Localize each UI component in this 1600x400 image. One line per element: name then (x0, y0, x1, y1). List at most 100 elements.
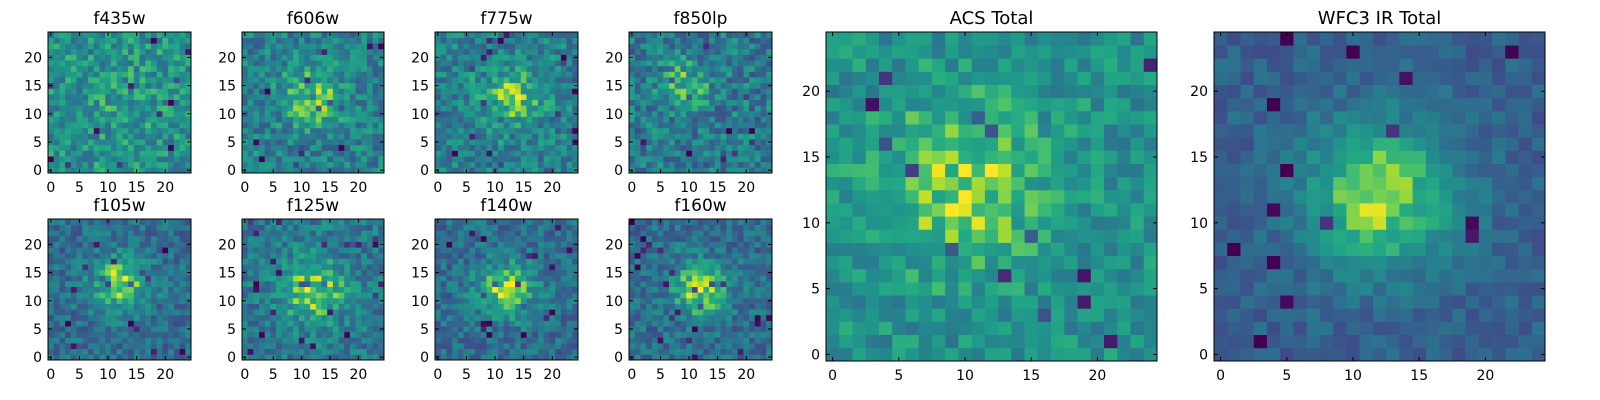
heatmap-cell (749, 122, 756, 129)
heatmap-cell (99, 82, 106, 89)
heatmap-cell (549, 127, 556, 134)
heatmap-cell (179, 65, 186, 72)
heatmap-cell (105, 337, 112, 344)
heatmap-cell (168, 314, 175, 321)
heatmap-cell (133, 77, 140, 84)
heatmap-cell (497, 337, 504, 344)
heatmap-cell (65, 54, 72, 61)
heatmap-cell (435, 122, 442, 129)
heatmap-cell (457, 303, 464, 310)
heatmap-cell (663, 77, 670, 84)
heatmap-cell (737, 71, 744, 78)
heatmap-cell (264, 161, 271, 168)
heatmap-cell (253, 230, 260, 237)
heatmap-cell (315, 71, 322, 78)
heatmap-cell (59, 156, 66, 163)
heatmap-cell (634, 326, 641, 333)
heatmap-cell (697, 297, 704, 304)
heatmap-cell (355, 161, 362, 168)
heatmap-cell (515, 65, 522, 72)
heatmap-cell (59, 320, 66, 327)
heatmap-cell (743, 71, 750, 78)
heatmap-cell (651, 161, 658, 168)
heatmap-cell (555, 354, 562, 361)
heatmap-cell (116, 94, 123, 101)
heatmap-cell (749, 303, 756, 310)
heatmap-cell (344, 94, 351, 101)
heatmap-cell (452, 71, 459, 78)
heatmap-cell (372, 247, 379, 254)
heatmap-cell (315, 241, 322, 248)
heatmap-cell (743, 144, 750, 151)
heatmap-cell (497, 219, 504, 225)
heatmap-cell (349, 275, 356, 282)
heatmap-cell (293, 281, 300, 288)
heatmap-cell (344, 354, 351, 361)
heatmap-cell (555, 54, 562, 61)
heatmap-cell (646, 309, 653, 316)
heatmap-cell (281, 110, 288, 117)
heatmap-cell (128, 314, 135, 321)
heatmap-cell (555, 43, 562, 50)
heatmap-cell (726, 156, 733, 163)
heatmap-cell (253, 110, 260, 117)
heatmap-cell (65, 122, 72, 129)
heatmap-cell (65, 247, 72, 254)
heatmap-cell (366, 43, 373, 50)
heatmap-cell (315, 77, 322, 84)
heatmap-cell (492, 241, 499, 248)
y-tick-label: 10 (24, 107, 42, 123)
heatmap-cell (714, 105, 721, 112)
heatmap-cell (691, 286, 698, 293)
heatmap-cell (657, 292, 664, 299)
heatmap-cell (116, 230, 123, 237)
heatmap-cell (332, 343, 339, 350)
heatmap-cell (270, 94, 277, 101)
heatmap-cell (59, 150, 66, 157)
heatmap-cell (754, 281, 761, 288)
heatmap-cell (338, 116, 345, 123)
heatmap-cell (247, 252, 254, 259)
heatmap-cell (76, 275, 83, 282)
heatmap-cell (53, 88, 60, 95)
heatmap-cell (247, 241, 254, 248)
heatmap-cell (355, 258, 362, 265)
heatmap-cell (247, 281, 254, 288)
heatmap-cell (355, 297, 362, 304)
heatmap-cell (737, 82, 744, 89)
heatmap-cell (629, 331, 636, 338)
heatmap-cell (674, 297, 681, 304)
heatmap-cell (99, 247, 106, 254)
heatmap-cell (315, 139, 322, 146)
heatmap-cell (566, 127, 573, 134)
heatmap-cell (651, 320, 658, 327)
heatmap-cell (298, 139, 305, 146)
heatmap-cell (754, 60, 761, 67)
heatmap-cell (315, 331, 322, 338)
heatmap-cell (59, 94, 66, 101)
heatmap-cell (133, 127, 140, 134)
heatmap-cell (293, 122, 300, 129)
heatmap-cell (110, 281, 117, 288)
heatmap-cell (526, 122, 533, 129)
heatmap-cell (156, 94, 163, 101)
heatmap-cell (457, 32, 464, 38)
heatmap-cell (162, 275, 169, 282)
heatmap-cell (162, 230, 169, 237)
heatmap-cell (88, 286, 95, 293)
heatmap-cell (179, 150, 186, 157)
heatmap-cell (760, 48, 767, 55)
heatmap-cell (156, 241, 163, 248)
heatmap-cell (515, 105, 522, 112)
heatmap-cell (122, 82, 129, 89)
heatmap-cell (480, 99, 487, 106)
heatmap-cell (754, 309, 761, 316)
heatmap-cell (555, 161, 562, 168)
heatmap-cell (338, 326, 345, 333)
heatmap-cell (378, 309, 385, 316)
heatmap-cell (737, 116, 744, 123)
heatmap-cell (766, 37, 773, 44)
heatmap-cell (53, 309, 60, 316)
heatmap-cell (338, 99, 345, 106)
heatmap-cell (179, 167, 186, 174)
